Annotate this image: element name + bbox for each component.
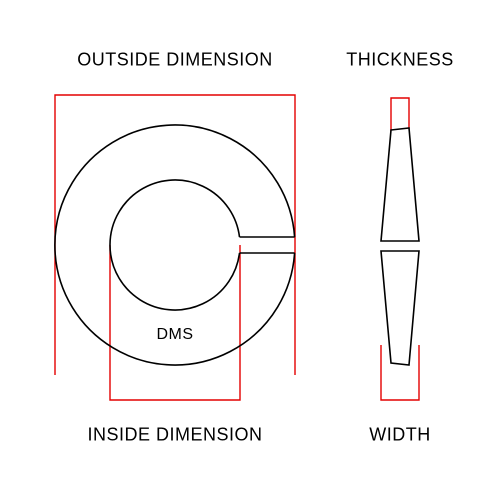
washer-dimension-diagram: OUTSIDE DIMENSION THICKNESS INSIDE DIMEN… — [0, 0, 500, 500]
label-inside-dimension: INSIDE DIMENSION — [87, 425, 262, 446]
washer-side-view — [381, 128, 419, 365]
label-dms: DMS — [156, 326, 193, 344]
label-thickness: THICKNESS — [346, 50, 454, 71]
label-width: WIDTH — [369, 425, 430, 446]
dim-inside — [110, 245, 240, 400]
label-outside-dimension: OUTSIDE DIMENSION — [77, 50, 273, 71]
